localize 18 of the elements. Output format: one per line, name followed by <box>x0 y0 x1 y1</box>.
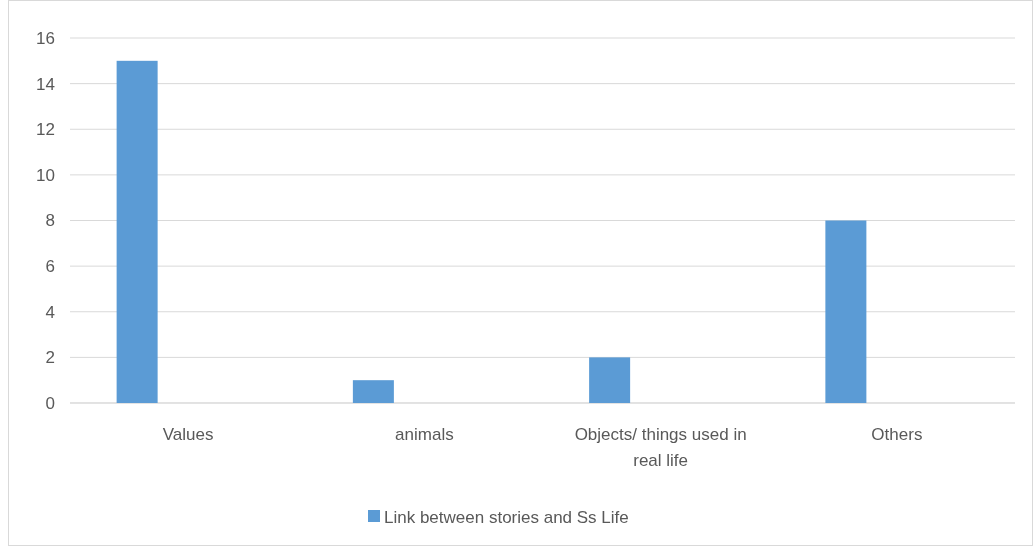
bar <box>352 380 394 403</box>
y-tick-label: 4 <box>45 302 55 322</box>
x-tick-label: Others <box>871 425 923 444</box>
x-tick-label: Objects/ things used in real life <box>574 425 747 470</box>
y-tick-label: 0 <box>45 393 55 413</box>
y-tick-label: 10 <box>36 165 55 185</box>
bar <box>116 60 158 403</box>
y-tick-label: 14 <box>36 74 55 94</box>
x-tick-label: Values <box>162 425 214 444</box>
x-tick-label: animals <box>395 425 454 444</box>
y-tick-label: 8 <box>45 211 55 231</box>
y-tick-label: 16 <box>36 28 55 48</box>
y-tick-label: 2 <box>45 348 55 368</box>
bar <box>825 220 867 403</box>
bar <box>589 357 631 403</box>
y-tick-label: 12 <box>36 120 55 140</box>
legend-label: Link between stories and Ss Life <box>384 507 629 527</box>
y-tick-label: 6 <box>45 257 55 277</box>
